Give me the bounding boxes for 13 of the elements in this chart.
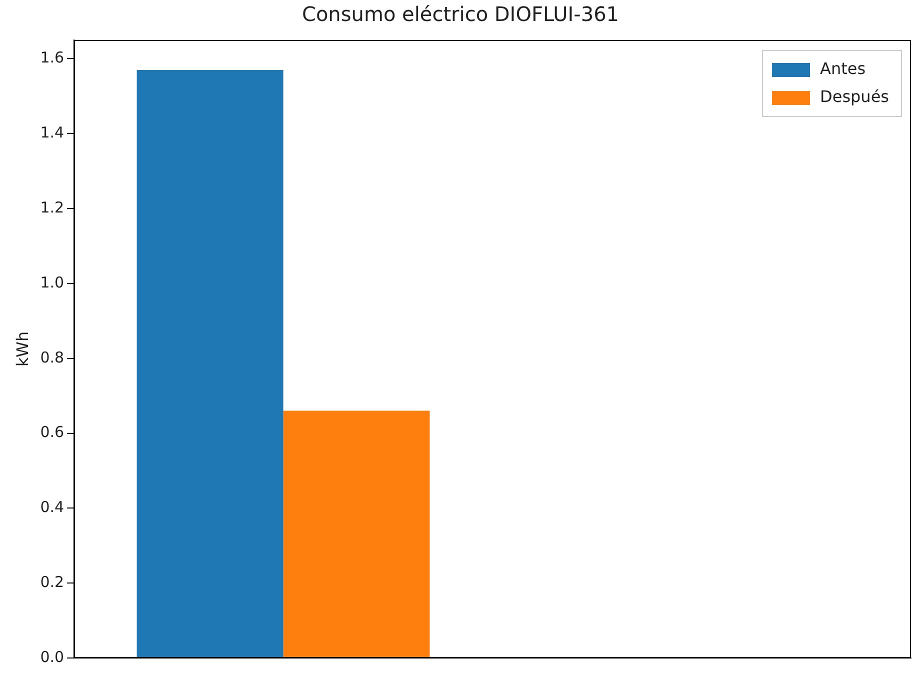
chart-title: Consumo eléctrico DIOFLUI-361	[302, 2, 620, 26]
y-tick-label: 0.8	[40, 348, 64, 366]
y-tick-label: 0.6	[40, 423, 64, 442]
y-tick-label: 1.6	[40, 48, 64, 67]
y-tick-label: 1.0	[40, 273, 64, 292]
y-tick-label: 0.4	[40, 498, 64, 516]
y-tick-label: 1.2	[40, 198, 64, 216]
legend-label: Antes	[820, 59, 866, 78]
y-tick-label: 1.4	[40, 124, 64, 142]
y-axis-title: kWh	[12, 331, 32, 367]
legend-label: Después	[820, 87, 890, 106]
y-tick-label: 0.2	[40, 572, 64, 591]
y-tick-label: 0.0	[40, 648, 64, 666]
